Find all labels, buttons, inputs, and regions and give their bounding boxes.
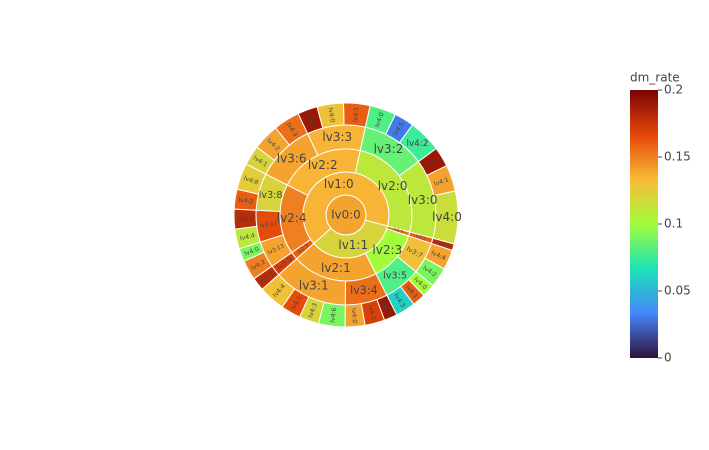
sector-label: lv4:2: [407, 139, 429, 149]
sector-label: lv4:3: [307, 302, 319, 319]
sector-label: lv2:4: [277, 211, 307, 225]
sector-label: lv4:0: [327, 107, 336, 123]
sector-label: lv3:6: [277, 152, 307, 166]
sector-label: lv3:8: [259, 190, 283, 201]
sector-label: lv1:0: [324, 177, 354, 191]
sector-label: lv3:2: [374, 142, 404, 156]
sector-label: lv3:3: [322, 130, 352, 144]
sector-label: lv3:11: [260, 221, 278, 229]
sector-label: lv4:6: [329, 307, 338, 323]
sector-label: lv4:3: [305, 112, 317, 129]
sector-label: lv0:0: [331, 208, 360, 222]
colorbar-tick-label: 0.1: [664, 217, 683, 231]
sector-label: lv3:1: [299, 279, 329, 293]
colorbar-tick-label: 0.15: [664, 150, 691, 164]
sector-label: lv3:2: [415, 233, 426, 241]
sector-label: lv2:1: [321, 261, 351, 275]
colorbar-tick-label: 0.05: [664, 284, 691, 298]
sector-label: lv2:3: [372, 243, 402, 257]
sector-label: lv2:0: [378, 179, 408, 193]
sector-label: lv4:0: [244, 246, 261, 258]
sector-label: lv4:2: [238, 197, 254, 206]
sector-label: lv4:4: [239, 232, 255, 242]
sector-label: lv3:0: [408, 193, 438, 207]
sector-label: lv2:2: [308, 158, 338, 172]
colorbar-tick-label: 0: [664, 351, 672, 365]
sector-label: lv4:0: [436, 240, 449, 249]
sector-label: lv4:0: [374, 111, 386, 128]
sector: [430, 237, 455, 252]
colorbar: [630, 90, 658, 358]
sector-label: lv4:1: [237, 215, 252, 223]
sector-label: lv1:1: [338, 238, 368, 252]
sector-label: lv4:8: [243, 175, 260, 187]
sector-label: lv4:0: [432, 210, 462, 224]
sector-label: lv4:1: [352, 107, 360, 123]
sector-label: lv3:5: [383, 271, 407, 282]
colorbar-title: dm_rate: [630, 71, 680, 85]
sector-label: lv4:2: [366, 304, 377, 321]
sector-label: lv3:4: [350, 284, 378, 297]
sector-label: lv4:1: [433, 176, 450, 188]
sector-label: lv2:6: [393, 226, 404, 234]
sector-label: lv4:0: [350, 308, 358, 324]
colorbar-tick-label: 0.2: [664, 83, 683, 97]
